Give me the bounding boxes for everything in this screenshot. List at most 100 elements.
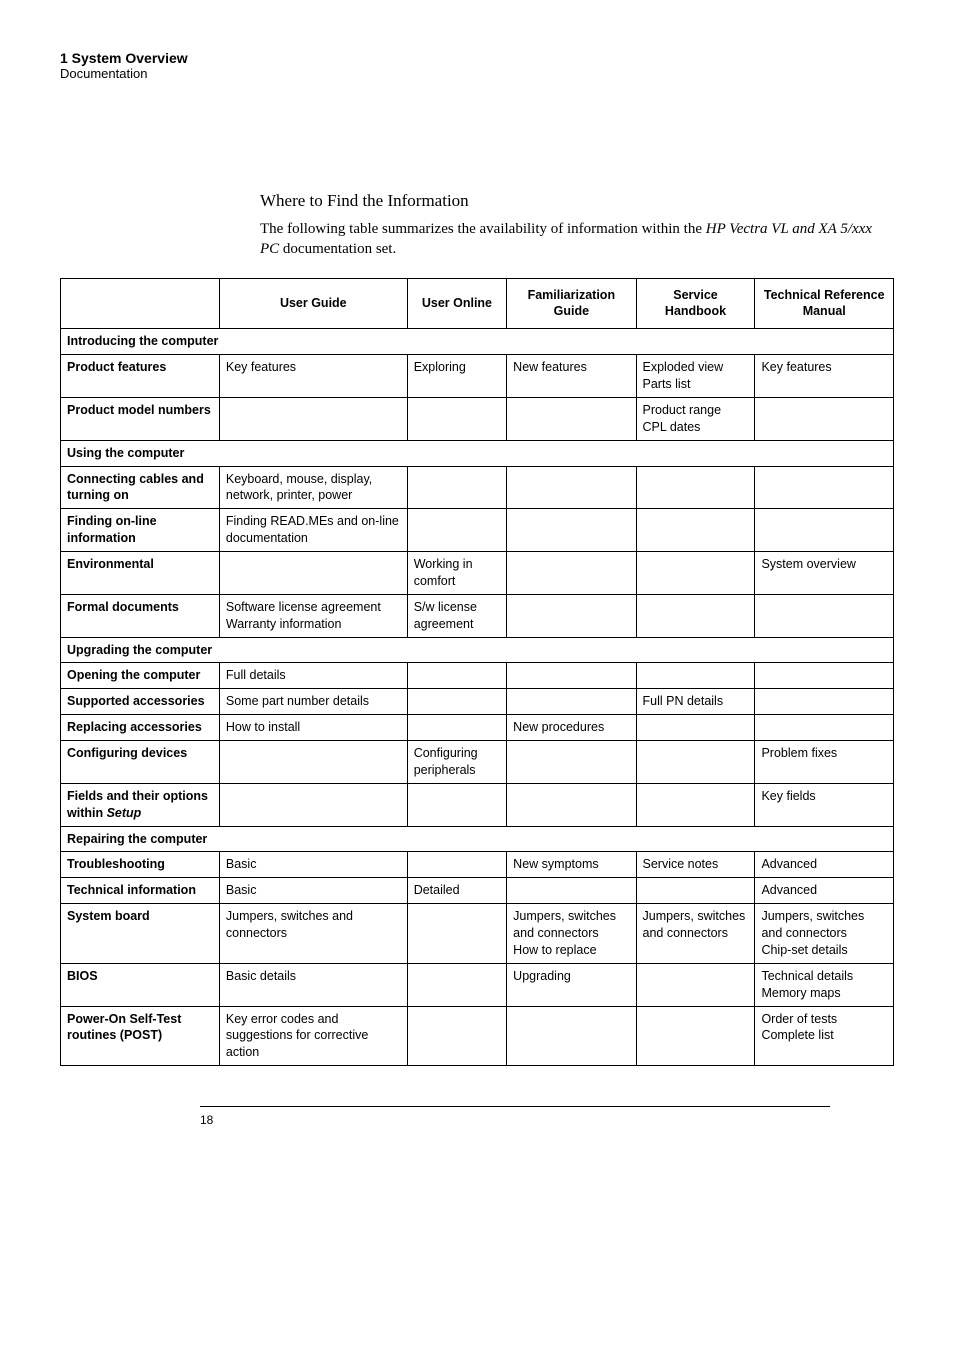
row-label: Formal documents bbox=[61, 594, 220, 637]
cell bbox=[407, 904, 506, 964]
row-label: Product model numbers bbox=[61, 397, 220, 440]
row-label: Product features bbox=[61, 355, 220, 398]
cell: Jumpers, switches and connectors bbox=[219, 904, 407, 964]
cell bbox=[507, 509, 636, 552]
cell bbox=[407, 852, 506, 878]
chapter-title: 1 System Overview bbox=[60, 50, 894, 66]
row-label: Power-On Self-Test routines (POST) bbox=[61, 1006, 220, 1066]
cell: Exploded viewParts list bbox=[636, 355, 755, 398]
cell bbox=[407, 715, 506, 741]
cell bbox=[507, 1006, 636, 1066]
th-user-guide: User Guide bbox=[219, 278, 407, 329]
table-row: Configuring devices Configuring peripher… bbox=[61, 741, 894, 784]
table-row: Fields and their options within Setup Ke… bbox=[61, 783, 894, 826]
table-row: Product model numbers Product rangeCPL d… bbox=[61, 397, 894, 440]
cell: Key features bbox=[219, 355, 407, 398]
cell bbox=[636, 1006, 755, 1066]
cell bbox=[407, 783, 506, 826]
cell bbox=[755, 594, 894, 637]
cell: Detailed bbox=[407, 878, 506, 904]
cell bbox=[755, 466, 894, 509]
section-label: Introducing the computer bbox=[61, 329, 894, 355]
cell: Service notes bbox=[636, 852, 755, 878]
cell bbox=[407, 466, 506, 509]
cell: Full PN details bbox=[636, 689, 755, 715]
cell bbox=[219, 552, 407, 595]
cell: Software license agreementWarranty infor… bbox=[219, 594, 407, 637]
table-row: Technical information Basic Detailed Adv… bbox=[61, 878, 894, 904]
section-title: Where to Find the Information bbox=[260, 191, 894, 211]
cell bbox=[507, 594, 636, 637]
table-row: Product features Key features Exploring … bbox=[61, 355, 894, 398]
cell bbox=[219, 741, 407, 784]
cell bbox=[219, 397, 407, 440]
cell bbox=[507, 397, 636, 440]
cell: Advanced bbox=[755, 878, 894, 904]
cell: Problem fixes bbox=[755, 741, 894, 784]
cell: Keyboard, mouse, display, network, print… bbox=[219, 466, 407, 509]
table-header-row: User Guide User Online Familiarization G… bbox=[61, 278, 894, 329]
cell bbox=[636, 963, 755, 1006]
table-row: System board Jumpers, switches and conne… bbox=[61, 904, 894, 964]
section-upgrading: Upgrading the computer bbox=[61, 637, 894, 663]
cell bbox=[636, 663, 755, 689]
cell bbox=[507, 466, 636, 509]
cell: Configuring peripherals bbox=[407, 741, 506, 784]
section-using: Using the computer bbox=[61, 440, 894, 466]
cell bbox=[507, 552, 636, 595]
cell: S/w license agreement bbox=[407, 594, 506, 637]
cell: Some part number details bbox=[219, 689, 407, 715]
row-label: Environmental bbox=[61, 552, 220, 595]
cell bbox=[407, 663, 506, 689]
cell bbox=[219, 783, 407, 826]
desc-text-2: documentation set. bbox=[279, 241, 396, 257]
th-user-online: User Online bbox=[407, 278, 506, 329]
table-row: Power-On Self-Test routines (POST) Key e… bbox=[61, 1006, 894, 1066]
page-number: 18 bbox=[200, 1113, 213, 1127]
cell bbox=[755, 663, 894, 689]
cell bbox=[755, 715, 894, 741]
cell: How to install bbox=[219, 715, 407, 741]
row-label: Opening the computer bbox=[61, 663, 220, 689]
th-blank bbox=[61, 278, 220, 329]
cell bbox=[407, 963, 506, 1006]
table-row: Connecting cables and turning on Keyboar… bbox=[61, 466, 894, 509]
cell: Jumpers, switches and connectors bbox=[636, 904, 755, 964]
cell: Product rangeCPL dates bbox=[636, 397, 755, 440]
cell: Key fields bbox=[755, 783, 894, 826]
cell bbox=[636, 715, 755, 741]
cell: Basic bbox=[219, 852, 407, 878]
row-label: Configuring devices bbox=[61, 741, 220, 784]
chapter-subhead: Documentation bbox=[60, 66, 894, 81]
table-row: Opening the computer Full details bbox=[61, 663, 894, 689]
cell: Jumpers, switches and connectorsHow to r… bbox=[507, 904, 636, 964]
table-row: Supported accessories Some part number d… bbox=[61, 689, 894, 715]
section-label: Upgrading the computer bbox=[61, 637, 894, 663]
page-footer: 18 bbox=[200, 1106, 830, 1127]
cell bbox=[407, 509, 506, 552]
cell: Jumpers, switches and connectorsChip-set… bbox=[755, 904, 894, 964]
cell: Technical detailsMemory maps bbox=[755, 963, 894, 1006]
cell: Basic bbox=[219, 878, 407, 904]
cell bbox=[407, 397, 506, 440]
table-row: BIOS Basic details Upgrading Technical d… bbox=[61, 963, 894, 1006]
row-label-fields: Fields and their options within Setup bbox=[61, 783, 220, 826]
cell: Upgrading bbox=[507, 963, 636, 1006]
cell bbox=[636, 466, 755, 509]
row-label: Supported accessories bbox=[61, 689, 220, 715]
th-familiarization: Familiarization Guide bbox=[507, 278, 636, 329]
cell: Finding READ.MEs and on-line documentati… bbox=[219, 509, 407, 552]
cell: Exploring bbox=[407, 355, 506, 398]
cell bbox=[636, 783, 755, 826]
cell bbox=[507, 783, 636, 826]
cell: Working in comfort bbox=[407, 552, 506, 595]
cell: Key error codes and suggestions for corr… bbox=[219, 1006, 407, 1066]
cell bbox=[755, 397, 894, 440]
cell bbox=[755, 689, 894, 715]
row-label: Connecting cables and turning on bbox=[61, 466, 220, 509]
table-row: Finding on-line information Finding READ… bbox=[61, 509, 894, 552]
cell bbox=[407, 689, 506, 715]
cell bbox=[636, 741, 755, 784]
desc-text-1: The following table summarizes the avail… bbox=[260, 221, 706, 237]
table-row: Troubleshooting Basic New symptoms Servi… bbox=[61, 852, 894, 878]
